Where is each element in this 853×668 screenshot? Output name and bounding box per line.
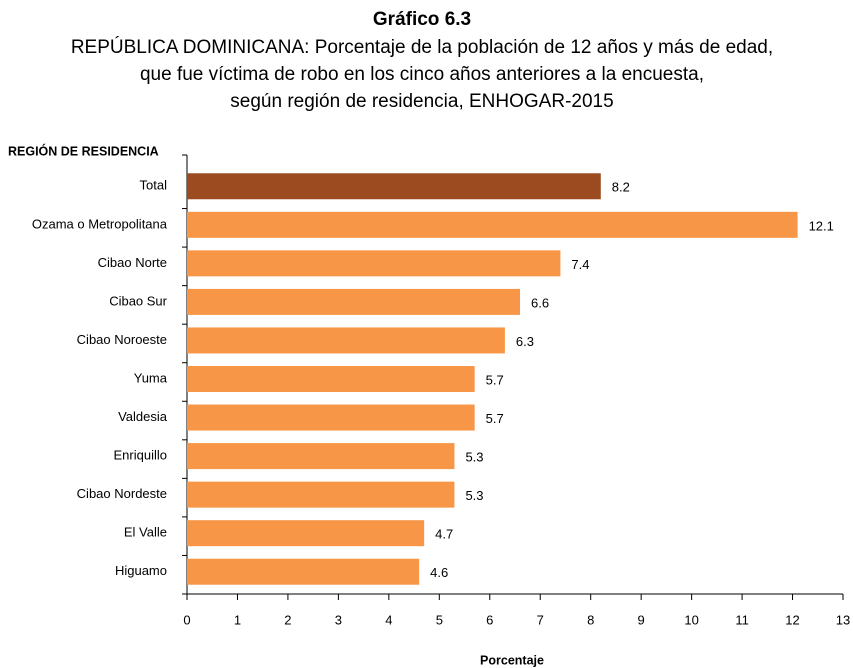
bar (187, 520, 425, 547)
bar (187, 443, 455, 470)
bar (187, 366, 475, 392)
value-label: 5.3 (465, 450, 483, 465)
x-tick-label: 2 (284, 612, 291, 627)
x-tick-label: 6 (486, 612, 493, 627)
y-tick-label: Enriquillo (114, 448, 167, 463)
value-label: 5.3 (465, 488, 483, 503)
bar (187, 327, 505, 354)
value-label: 7.4 (571, 257, 589, 272)
bar (187, 558, 420, 585)
x-tick-label: 10 (684, 612, 698, 627)
chart-title: Gráfico 6.3 (373, 9, 471, 30)
bar (187, 404, 475, 431)
bar (187, 288, 521, 315)
chart-subtitle: que fue víctima de robo en los cinco año… (140, 64, 704, 85)
y-tick-label: Higuamo (115, 563, 167, 578)
y-tick-label: Valdesia (118, 409, 168, 424)
y-tick-label: Cibao Nordeste (77, 486, 167, 501)
value-label: 5.7 (486, 411, 504, 426)
category-axis-label: REGIÓN DE RESIDENCIA (8, 143, 159, 158)
value-label: 8.2 (612, 180, 630, 195)
x-tick-label: 11 (735, 612, 749, 627)
x-tick-label: 12 (785, 612, 799, 627)
chart-subtitle: según región de residencia, ENHOGAR-2015 (230, 91, 613, 112)
chart-subtitle: REPÚBLICA DOMINICANA: Porcentaje de la p… (71, 36, 773, 58)
x-tick-label: 8 (587, 612, 594, 627)
y-tick-label: Total (140, 178, 168, 193)
y-tick-label: Cibao Sur (109, 293, 167, 308)
x-tick-label: 7 (537, 612, 544, 627)
value-label: 6.6 (531, 295, 549, 310)
y-tick-label: Cibao Norte (98, 255, 167, 270)
bar (187, 481, 455, 508)
bar (187, 250, 561, 277)
value-label: 12.1 (809, 218, 834, 233)
value-label: 4.6 (430, 565, 448, 580)
bar (187, 211, 798, 238)
x-tick-label: 3 (335, 612, 342, 627)
x-tick-label: 9 (638, 612, 645, 627)
x-tick-label: 13 (836, 612, 850, 627)
x-axis-label: Porcentaje (480, 653, 544, 667)
x-tick-label: 0 (183, 612, 190, 627)
value-label: 4.7 (435, 527, 453, 542)
value-label: 6.3 (516, 334, 534, 349)
y-tick-label: Yuma (134, 370, 168, 385)
x-tick-label: 4 (385, 612, 392, 627)
value-label: 5.7 (486, 372, 504, 387)
x-tick-label: 5 (436, 612, 443, 627)
y-tick-label: Cibao Noroeste (77, 332, 167, 347)
y-tick-label: Ozama o Metropolitana (32, 216, 168, 231)
bar (187, 173, 601, 200)
x-tick-label: 1 (234, 612, 241, 627)
y-tick-label: El Valle (124, 525, 167, 540)
